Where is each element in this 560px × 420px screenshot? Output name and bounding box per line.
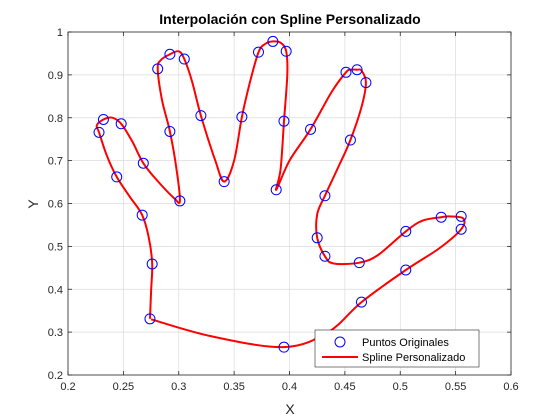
x-tick-label: 0.6 (503, 381, 518, 393)
data-point (455, 223, 467, 235)
data-point (152, 63, 164, 75)
grid (67, 31, 512, 376)
data-point (164, 48, 176, 60)
data-point (93, 126, 105, 138)
y-tick-label: 0.2 (48, 370, 63, 382)
data-point (360, 77, 372, 89)
data-point (137, 157, 149, 169)
legend-label-spline: Spline Personalizado (362, 352, 465, 364)
data-point (278, 341, 290, 353)
spline-series (95, 40, 466, 349)
x-tick-label: 0.2 (60, 381, 75, 393)
legend-box (314, 329, 480, 368)
data-point (319, 190, 331, 202)
data-point (267, 35, 279, 47)
y-tick-label: 0.6 (48, 199, 63, 211)
data-point (435, 211, 447, 223)
data-point (218, 176, 230, 188)
data-point (455, 210, 467, 222)
x-axis-label: X (285, 401, 295, 417)
data-point (164, 125, 176, 137)
data-point (178, 53, 190, 65)
data-point (305, 123, 317, 135)
data-point (340, 66, 352, 78)
y-tick-label: 0.8 (48, 113, 63, 125)
data-point (136, 209, 148, 221)
data-point (270, 184, 282, 196)
x-tick-label: 0.4 (282, 381, 297, 393)
spline-line (95, 40, 466, 349)
y-tick-label: 0.7 (48, 156, 63, 168)
y-tick-label: 0.4 (48, 284, 63, 296)
data-point (278, 115, 290, 127)
data-point (319, 250, 331, 262)
x-tick-label: 0.35 (223, 381, 244, 393)
x-tick-label: 0.45 (334, 381, 355, 393)
data-point (97, 113, 109, 125)
data-point (111, 171, 123, 183)
data-point (252, 46, 264, 58)
y-tick-label: 0.9 (48, 70, 63, 82)
x-tick-label: 0.55 (445, 381, 466, 393)
x-tick-label: 0.3 (171, 381, 186, 393)
data-point (174, 195, 186, 207)
data-point (400, 225, 412, 237)
x-tick-label: 0.5 (393, 381, 408, 393)
data-point (355, 296, 367, 308)
data-point (115, 118, 127, 130)
legend: Puntos Originales Spline Personalizado (314, 329, 480, 368)
data-point (351, 64, 363, 76)
y-tick-label: 0.5 (48, 241, 63, 253)
y-tick-label: 1 (57, 27, 63, 39)
ticks: 0.2 0.25 0.3 0.35 0.4 0.45 0.5 0.55 0.6 0.2 0.3 0.4… (48, 27, 519, 393)
data-point (195, 110, 207, 122)
x-tick-label: 0.25 (113, 381, 134, 393)
data-point (353, 257, 365, 269)
chart-title: Interpolación con Spline Personalizado (159, 11, 420, 27)
data-point (344, 134, 356, 146)
data-point (280, 45, 292, 57)
data-point (400, 264, 412, 276)
data-point (144, 313, 156, 325)
legend-marker-icon (334, 336, 346, 348)
y-axis-label: Y (25, 199, 41, 209)
data-point (236, 111, 248, 123)
y-tick-label: 0.3 (48, 327, 63, 339)
original-points-series (93, 35, 467, 353)
data-point (146, 258, 158, 270)
legend-label-original-points: Puntos Originales (362, 337, 449, 349)
data-point (311, 232, 323, 244)
